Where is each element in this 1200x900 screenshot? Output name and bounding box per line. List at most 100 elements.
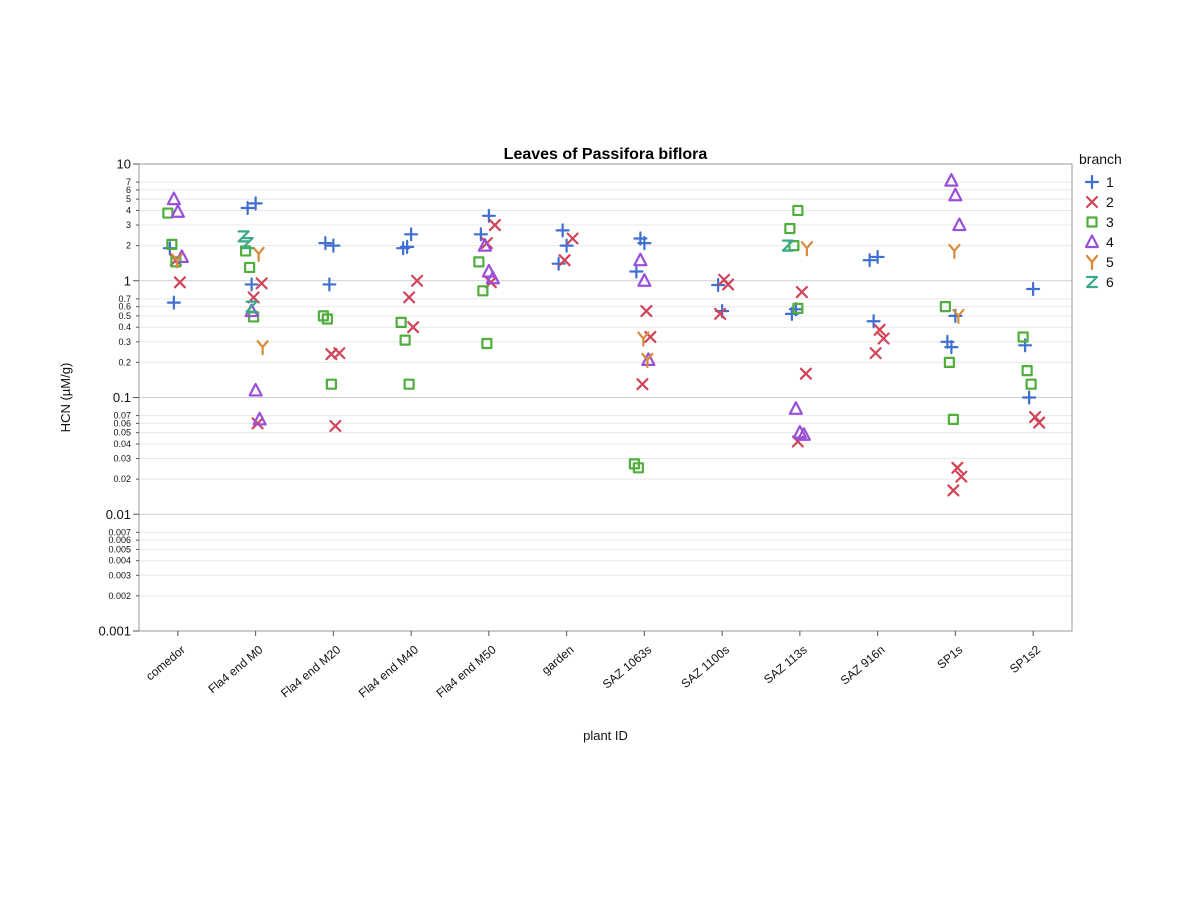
legend-item-1: 1 bbox=[1084, 174, 1114, 190]
data-point-series-2 bbox=[795, 285, 808, 299]
data-point-series-1 bbox=[555, 223, 570, 238]
data-point-series-1 bbox=[248, 196, 263, 211]
data-point-series-3 bbox=[244, 261, 256, 274]
data-point-series-2 bbox=[403, 291, 416, 304]
y-tick-label: 6 bbox=[126, 185, 131, 195]
y-tick-label: 0.6 bbox=[118, 302, 131, 312]
chart-title: Leaves of Passifora biflora bbox=[504, 146, 708, 163]
data-point-series-3 bbox=[792, 204, 804, 217]
y-tick-label: 0.4 bbox=[118, 322, 131, 332]
y-tick-label: 0.007 bbox=[108, 527, 131, 537]
data-point-series-3 bbox=[784, 222, 796, 235]
x-tick-label: Fla4 end M40 bbox=[356, 642, 421, 700]
y-tick-label: 0.01 bbox=[106, 507, 131, 522]
data-point-series-1 bbox=[862, 253, 877, 268]
data-point-series-1 bbox=[637, 236, 652, 251]
data-point-series-5 bbox=[641, 352, 654, 368]
data-point-series-4 bbox=[796, 427, 811, 441]
data-point-series-1 bbox=[870, 249, 885, 265]
data-points bbox=[162, 173, 1046, 497]
data-point-series-3 bbox=[632, 462, 644, 474]
legend-marker-4 bbox=[1084, 234, 1100, 249]
data-point-series-3 bbox=[1017, 331, 1029, 343]
data-point-series-3 bbox=[939, 301, 951, 313]
data-point-series-4 bbox=[948, 187, 963, 202]
y-tick-label: 2 bbox=[126, 241, 131, 251]
data-point-series-2 bbox=[869, 347, 882, 360]
data-point-series-2 bbox=[955, 470, 968, 483]
legend-item-2: 2 bbox=[1085, 194, 1114, 210]
data-point-series-6 bbox=[781, 239, 794, 252]
legend-marker-5 bbox=[1085, 254, 1099, 271]
data-point-series-2 bbox=[325, 348, 338, 361]
y-tick-label: 0.04 bbox=[113, 439, 131, 449]
legend-label: 4 bbox=[1106, 234, 1114, 250]
y-tick-label: 5 bbox=[126, 194, 131, 204]
data-point-series-2 bbox=[640, 304, 653, 318]
y-tick-label: 0.002 bbox=[108, 591, 131, 601]
grid-lines bbox=[139, 163, 1072, 632]
data-point-series-1 bbox=[944, 340, 959, 355]
legend: branch 1 2 3 4 5 6 bbox=[1079, 151, 1122, 290]
legend-label: 2 bbox=[1106, 194, 1114, 210]
y-tick-label: 0.1 bbox=[113, 390, 131, 405]
legend-label: 5 bbox=[1106, 254, 1114, 270]
data-point-series-2 bbox=[947, 484, 960, 497]
data-point-series-1 bbox=[244, 277, 259, 292]
x-tick-label: comedor bbox=[143, 643, 188, 684]
data-point-series-6 bbox=[245, 300, 258, 313]
x-tick-label: SP1s bbox=[934, 643, 965, 672]
data-point-series-4 bbox=[170, 204, 185, 218]
data-point-series-2 bbox=[329, 419, 342, 433]
y-tick-label: 7 bbox=[126, 177, 131, 187]
data-point-series-2 bbox=[877, 332, 890, 345]
legend-marker-2 bbox=[1085, 195, 1099, 209]
y-tick-label: 0.03 bbox=[113, 454, 131, 464]
data-point-series-3 bbox=[325, 378, 337, 390]
data-point-series-3 bbox=[321, 313, 333, 325]
data-point-series-4 bbox=[166, 191, 181, 206]
data-point-series-3 bbox=[792, 302, 804, 314]
x-tick-label: SAZ 113s bbox=[761, 643, 810, 687]
legend-label: 3 bbox=[1106, 214, 1114, 230]
data-point-series-1 bbox=[326, 238, 341, 253]
y-tick-label: 0.004 bbox=[108, 556, 131, 566]
data-point-series-1 bbox=[1026, 281, 1041, 297]
data-point-series-4 bbox=[481, 263, 496, 278]
data-point-series-3 bbox=[166, 238, 178, 250]
data-point-series-3 bbox=[947, 413, 959, 425]
y-tick-label: 0.06 bbox=[113, 418, 131, 428]
x-tick-label: SAZ 1063s bbox=[600, 643, 654, 692]
data-point-series-6 bbox=[237, 230, 250, 243]
data-point-series-5 bbox=[637, 331, 650, 347]
data-point-series-2 bbox=[714, 307, 727, 321]
y-tick-label: 0.003 bbox=[108, 570, 131, 580]
legend-item-4: 4 bbox=[1084, 234, 1114, 250]
data-point-series-2 bbox=[799, 367, 812, 380]
x-tick-label: Fla4 end M20 bbox=[278, 642, 343, 700]
y-axis: 1076543210.70.60.50.40.30.20.10.070.060.… bbox=[98, 157, 139, 639]
data-point-series-2 bbox=[255, 277, 268, 290]
data-point-series-3 bbox=[395, 316, 407, 328]
y-tick-label: 0.2 bbox=[118, 357, 131, 367]
data-point-series-3 bbox=[399, 334, 411, 346]
data-point-series-2 bbox=[407, 321, 420, 334]
y-tick-label: 4 bbox=[126, 205, 131, 215]
legend-item-5: 5 bbox=[1085, 254, 1114, 271]
data-point-series-4 bbox=[477, 238, 492, 252]
y-tick-label: 1 bbox=[124, 273, 131, 288]
data-point-series-4 bbox=[252, 411, 267, 426]
legend-marker-6 bbox=[1085, 275, 1099, 289]
x-tick-label: SP1s2 bbox=[1007, 642, 1043, 676]
data-point-series-1 bbox=[404, 227, 419, 242]
data-point-series-2 bbox=[411, 274, 424, 287]
y-tick-label: 3 bbox=[126, 220, 131, 230]
y-tick-label: 0.05 bbox=[113, 428, 131, 438]
x-tick-label: SAZ 1100s bbox=[678, 643, 732, 691]
x-axis: comedor Fla4 end M0 Fla4 end M20 Fla4 end M… bbox=[143, 631, 1043, 700]
legend-item-3: 3 bbox=[1086, 214, 1114, 230]
y-tick-label: 0.005 bbox=[108, 544, 131, 554]
data-point-series-4 bbox=[637, 273, 652, 287]
y-tick-label: 10 bbox=[117, 157, 131, 172]
x-tick-label: Fla4 end M50 bbox=[434, 642, 499, 700]
